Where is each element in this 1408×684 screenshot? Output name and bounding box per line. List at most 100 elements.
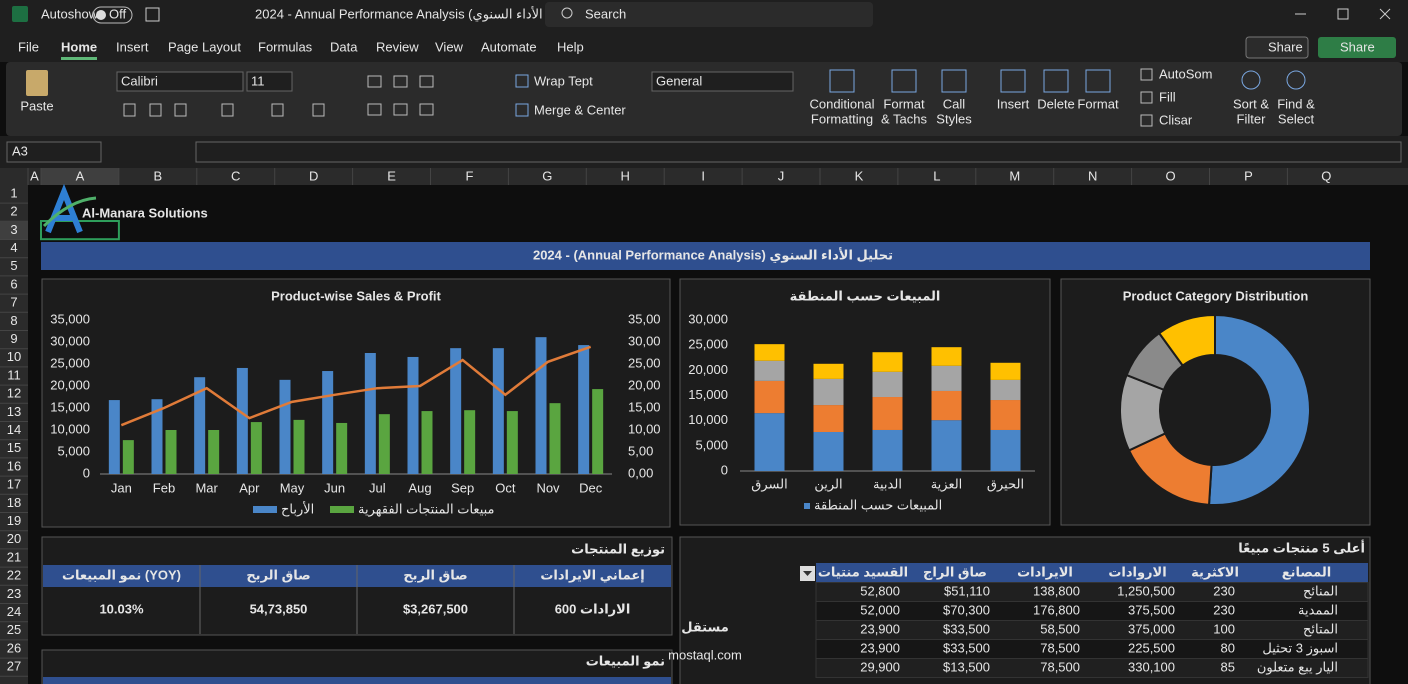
wrap-text[interactable]: Wrap Tept <box>534 73 593 88</box>
align-icon[interactable] <box>393 103 408 116</box>
autosave-toggle[interactable] <box>92 6 133 24</box>
align-icon[interactable] <box>419 103 434 116</box>
bar <box>194 377 206 474</box>
row-number: 24 <box>7 604 21 619</box>
menu-tab[interactable]: Automate <box>481 39 537 54</box>
kpi-value: 600 الارادات <box>555 601 631 616</box>
align-icon[interactable] <box>393 75 408 88</box>
format-icon[interactable] <box>312 103 325 117</box>
align-icon[interactable] <box>367 103 382 116</box>
x-tick-label: Jun <box>324 480 345 495</box>
ribbon-button-label[interactable]: Sort & <box>1233 96 1269 111</box>
x-tick-label: Jul <box>369 480 386 495</box>
table-cell: 85 <box>1221 659 1235 674</box>
ribbon-button-label[interactable]: Find & <box>1277 96 1315 111</box>
y2-tick-label: 30,00 <box>628 333 661 348</box>
row-number: 7 <box>10 295 17 310</box>
chart-title: Product-wise Sales & Profit <box>271 288 441 303</box>
bar <box>165 430 177 474</box>
ribbon-icon[interactable] <box>1000 69 1026 93</box>
ribbon-button-label[interactable]: Conditional <box>809 96 874 111</box>
paste-icon[interactable] <box>26 70 48 96</box>
menu-tab[interactable]: File <box>18 39 39 54</box>
menu-tab[interactable]: Formulas <box>258 39 313 54</box>
row-number: 14 <box>7 422 21 437</box>
ribbon-button-label[interactable]: Format <box>1077 96 1119 111</box>
menu-tab[interactable]: View <box>435 39 464 54</box>
column-letter: J <box>778 168 785 183</box>
menu-tab[interactable]: Help <box>557 39 584 54</box>
table-cell: 375,500 <box>1128 602 1175 617</box>
ribbon-icon[interactable] <box>941 69 967 93</box>
ribbon-button-label[interactable]: Select <box>1278 111 1315 126</box>
menu-tab[interactable]: Page Layout <box>168 39 241 54</box>
ribbon-icon[interactable] <box>829 69 855 93</box>
bar <box>293 419 305 474</box>
ribbon-button-label[interactable]: Format <box>883 96 925 111</box>
format-icon[interactable] <box>271 103 284 117</box>
ribbon-icon[interactable] <box>1043 69 1069 93</box>
row-number: 16 <box>7 458 21 473</box>
ribbon-button-label[interactable]: Formatting <box>811 111 873 126</box>
font-box[interactable] <box>116 71 244 92</box>
menu-tab[interactable]: Review <box>376 39 419 54</box>
table-cell: 80 <box>1221 640 1235 655</box>
search-icon <box>561 7 573 19</box>
y2-tick-label: 25,00 <box>628 355 661 370</box>
format-icon[interactable] <box>149 103 162 117</box>
ribbon-button-label[interactable]: Delete <box>1037 96 1075 111</box>
align-icon[interactable] <box>419 75 434 88</box>
ribbon-icon <box>1286 70 1306 90</box>
bar <box>578 345 590 474</box>
editing-label[interactable]: AutoSom <box>1159 66 1212 81</box>
y-tick-label: 15,000 <box>688 387 728 402</box>
column-letter: E <box>387 168 396 183</box>
row-number: 27 <box>7 659 21 674</box>
bar <box>450 348 462 474</box>
ribbon-icon[interactable] <box>1085 69 1111 93</box>
share-button[interactable] <box>1318 37 1396 58</box>
ribbon <box>6 62 1402 136</box>
formula-input[interactable] <box>195 141 1402 163</box>
menu-tab[interactable]: Home <box>61 39 97 54</box>
ribbon-button-label[interactable]: & Tachs <box>881 111 928 126</box>
share-button[interactable] <box>1245 36 1309 59</box>
ribbon-button-label[interactable]: Insert <box>997 96 1030 111</box>
editing-label[interactable]: Clisar <box>1159 112 1193 127</box>
menu-tab[interactable]: Data <box>330 39 358 54</box>
format-icon[interactable] <box>123 103 136 117</box>
table-cell: اليار يبع متعلون <box>1257 659 1338 675</box>
ribbon-button-label[interactable]: Styles <box>936 111 972 126</box>
ribbon-button-label[interactable]: Filter <box>1237 111 1267 126</box>
y2-tick-label: 35,00 <box>628 311 661 326</box>
align-icon[interactable] <box>367 75 382 88</box>
merge-center[interactable]: Merge & Center <box>534 102 626 117</box>
maximize-icon[interactable] <box>1337 8 1349 20</box>
search-box[interactable] <box>545 2 873 27</box>
paste-label[interactable]: Paste <box>20 98 53 113</box>
ribbon-button-label[interactable]: Call <box>943 96 966 111</box>
y-tick-label: 30,000 <box>688 311 728 326</box>
format-icon[interactable] <box>221 103 234 117</box>
menu-tab[interactable]: Insert <box>116 39 149 54</box>
number-format-box[interactable] <box>651 71 794 92</box>
bar <box>108 400 120 474</box>
table-cell: 78,500 <box>1040 659 1080 674</box>
table-cell: 330,100 <box>1128 659 1175 674</box>
watermark-logo: مستقل <box>681 619 729 634</box>
size-box[interactable] <box>246 71 293 92</box>
bar <box>236 367 248 474</box>
ribbon-icon[interactable] <box>891 69 917 93</box>
growth-header-row <box>43 677 671 684</box>
bar <box>322 371 334 474</box>
editing-label[interactable]: Fill <box>1159 89 1176 104</box>
column-letter: A <box>76 168 85 183</box>
y2-tick-label: 5,00 <box>628 443 653 458</box>
editing-icon <box>1140 68 1153 81</box>
save-icon[interactable] <box>145 7 160 22</box>
logo-text: Al-Manara Solutions <box>82 205 208 220</box>
name-box[interactable] <box>6 141 102 163</box>
y-tick-label: 0 <box>721 462 728 477</box>
format-icon[interactable] <box>174 103 187 117</box>
selected-column <box>41 168 119 185</box>
